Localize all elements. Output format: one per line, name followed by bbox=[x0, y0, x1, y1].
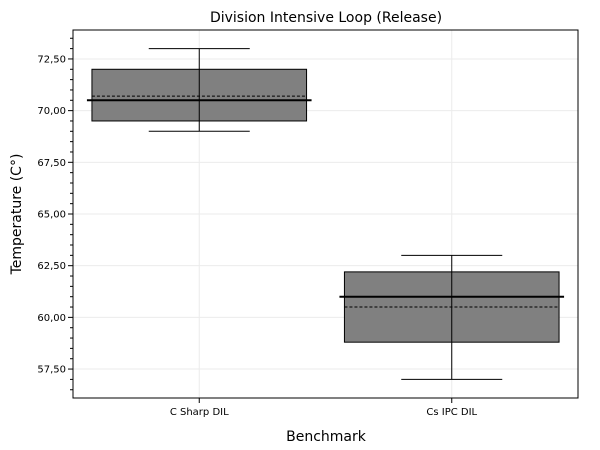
y-tick-label: 57,50 bbox=[37, 365, 66, 376]
x-axis: C Sharp DIL Cs IPC DIL bbox=[170, 398, 478, 418]
box-group bbox=[339, 254, 565, 380]
chart-title: Division Intensive Loop (Release) bbox=[210, 10, 442, 26]
y-tick-label: 72,50 bbox=[37, 54, 66, 65]
box-group bbox=[86, 48, 312, 132]
x-axis-label: Benchmark bbox=[286, 429, 367, 445]
y-tick-label: 60,00 bbox=[37, 313, 66, 324]
y-tick-label: 62,50 bbox=[37, 261, 66, 272]
y-axis: 57,50 60,00 62,50 65,00 67,50 70,00 72,50 bbox=[37, 37, 73, 391]
y-axis-label: Temperature (C°) bbox=[9, 154, 25, 276]
y-tick-label: 70,00 bbox=[37, 106, 66, 117]
x-tick-label: Cs IPC DIL bbox=[426, 407, 477, 418]
y-tick-label: 65,00 bbox=[37, 210, 66, 221]
x-tick-label: C Sharp DIL bbox=[170, 407, 229, 418]
y-tick-label: 67,50 bbox=[37, 158, 66, 169]
boxes bbox=[86, 48, 565, 380]
